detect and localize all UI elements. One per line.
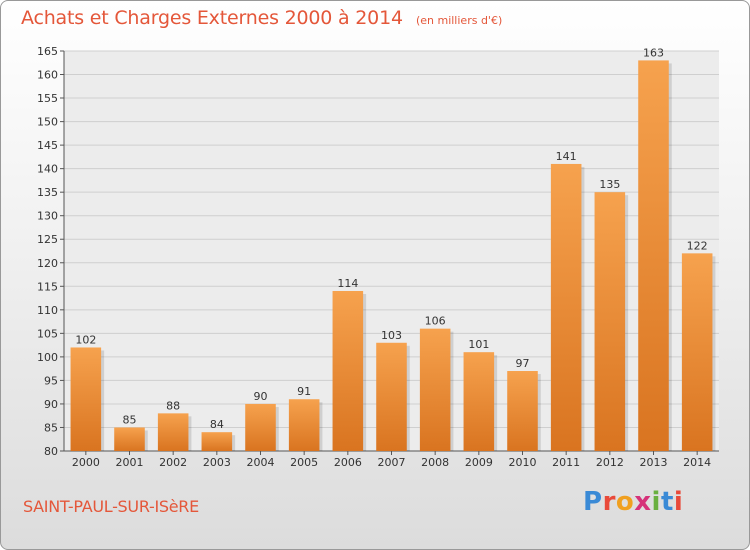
bar-2012 <box>594 192 626 452</box>
logo-letter: i <box>651 487 661 517</box>
data-label: 91 <box>297 385 311 398</box>
logo-letter: r <box>602 487 616 517</box>
x-tick-label: 2008 <box>421 456 449 469</box>
x-tick-label: 2009 <box>465 456 493 469</box>
bar-2007 <box>376 342 407 451</box>
chart-title: Achats et Charges Externes 2000 à 2014 <box>21 7 403 29</box>
data-label: 85 <box>123 413 137 426</box>
data-label: 102 <box>75 333 96 346</box>
bar-2005 <box>288 399 320 451</box>
data-label: 114 <box>337 277 358 290</box>
y-tick-label: 140 <box>37 163 58 176</box>
bar-2008 <box>419 328 451 451</box>
y-tick-label: 150 <box>37 116 58 129</box>
y-tick-label: 125 <box>37 233 58 246</box>
x-tick-label: 2011 <box>552 456 580 469</box>
y-tick-label: 165 <box>37 45 58 58</box>
data-label: 97 <box>516 357 530 370</box>
data-label: 103 <box>381 329 402 342</box>
bar-2001 <box>114 427 145 451</box>
bar-2002 <box>157 413 189 451</box>
x-tick-label: 2003 <box>203 456 231 469</box>
commune-name: SAINT-PAUL-SUR-ISèRE <box>23 497 199 516</box>
bar-2009 <box>463 352 495 451</box>
title-row: Achats et Charges Externes 2000 à 2014 (… <box>21 7 502 29</box>
axis-layer: 80 85 90 95 100 105 110 115 120 125 130 135 140 145 15… <box>37 45 719 469</box>
data-label: 106 <box>425 315 446 328</box>
x-tick-label: 2002 <box>159 456 187 469</box>
data-label: 101 <box>468 338 489 351</box>
bar-layer <box>70 60 716 452</box>
data-label: 122 <box>687 239 708 252</box>
data-label: 141 <box>556 150 577 163</box>
data-label: 88 <box>166 399 180 412</box>
bar-2003 <box>201 432 233 451</box>
chart-subtitle: (en milliers d'€) <box>415 14 503 27</box>
y-tick-label: 95 <box>44 374 58 387</box>
y-tick-label: 110 <box>37 304 58 317</box>
logo-letter: x <box>634 487 652 517</box>
x-tick-label: 2004 <box>247 456 275 469</box>
bar-2000 <box>70 347 102 451</box>
y-tick-label: 80 <box>44 445 58 458</box>
y-tick-label: 115 <box>37 280 58 293</box>
y-tick-label: 120 <box>37 257 58 270</box>
bar-2014 <box>681 253 713 451</box>
x-tick-label: 2013 <box>640 456 668 469</box>
y-tick-label: 135 <box>37 186 58 199</box>
logo-letter: t <box>660 487 674 517</box>
logo-letter: i <box>673 487 684 517</box>
x-tick-label: 2000 <box>72 456 100 469</box>
y-tick-label: 85 <box>44 421 58 434</box>
x-tick-label: 2006 <box>334 456 362 469</box>
y-tick-label: 130 <box>37 210 58 223</box>
x-tick-label: 2014 <box>683 456 711 469</box>
label-layer: 102 85 88 84 90 91 114 103 106 101 97 141 135 163 122 <box>75 46 707 431</box>
bar-2010 <box>507 371 538 451</box>
y-tick-label: 105 <box>37 327 58 340</box>
proxiti-logo: Proxiti <box>583 487 683 517</box>
logo-letter: P <box>583 487 603 517</box>
data-label: 163 <box>643 46 664 59</box>
bar-2011 <box>550 163 582 452</box>
y-tick-label: 100 <box>37 351 58 364</box>
y-tick-label: 160 <box>37 69 58 82</box>
bar-2004 <box>245 403 276 451</box>
y-tick-label: 90 <box>44 398 58 411</box>
data-label: 135 <box>599 178 620 191</box>
x-tick-label: 2001 <box>116 456 144 469</box>
data-label: 90 <box>254 390 268 403</box>
x-tick-label: 2010 <box>509 456 537 469</box>
y-tick-label: 155 <box>37 92 58 105</box>
y-tick-label: 145 <box>37 139 58 152</box>
logo-letter: o <box>615 487 635 517</box>
bar-2006 <box>332 291 364 451</box>
x-tick-label: 2005 <box>290 456 318 469</box>
x-tick-label: 2012 <box>596 456 624 469</box>
data-label: 84 <box>210 418 224 431</box>
bar-2013 <box>638 60 669 451</box>
x-tick-label: 2007 <box>378 456 406 469</box>
